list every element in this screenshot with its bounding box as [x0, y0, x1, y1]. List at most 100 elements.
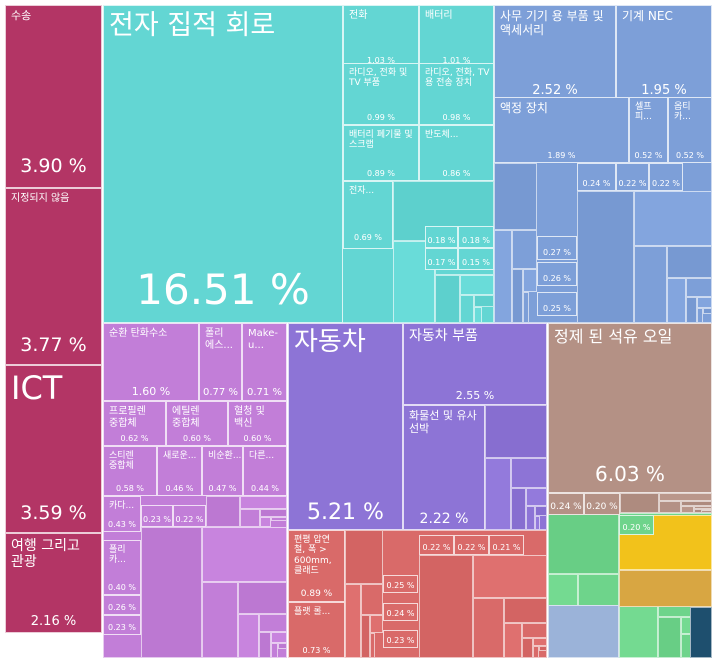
- treemap-tile[interactable]: 0.22 %: [616, 163, 649, 191]
- treemap-tile[interactable]: 배터리 1.01 %: [419, 5, 494, 68]
- tile-value: 0.21 %: [492, 543, 521, 552]
- tile-label: 새로운...: [163, 451, 197, 461]
- tile-label: 기계 NEC: [622, 9, 673, 23]
- treemap-tile[interactable]: 0.18 %: [458, 226, 494, 248]
- treemap-tile[interactable]: 0.23 %: [141, 505, 173, 527]
- treemap-tile[interactable]: 반도체... 0.86 %: [419, 125, 494, 181]
- tile-label: 폴리 에스...: [205, 328, 233, 351]
- treemap-tile[interactable]: 액정 장치 1.89 %: [494, 97, 629, 163]
- tile-value: 0.44 %: [251, 484, 279, 493]
- treemap-tile[interactable]: 수송 3.90 %: [5, 5, 102, 188]
- treemap-tile[interactable]: 혈청 및 백신 0.60 %: [228, 401, 287, 446]
- minor-tile: [634, 246, 667, 323]
- treemap-tile[interactable]: 사무 기기 용 부품 및 액세서리 2.52 %: [494, 5, 616, 102]
- tile-value: 0.60 %: [243, 434, 272, 443]
- minor-tile: [238, 614, 259, 658]
- treemap-tile[interactable]: 0.23 %: [383, 630, 418, 648]
- treemap-tile[interactable]: 새로운... 0.46 %: [157, 446, 202, 496]
- minor-tile: [658, 617, 681, 658]
- treemap-tile[interactable]: 옵티 카... 0.52 %: [668, 97, 712, 163]
- tile-value: 0.18 %: [462, 236, 490, 245]
- tile-label: 폴리 카...: [109, 545, 126, 566]
- treemap-tile[interactable]: 0.24 %: [577, 163, 616, 191]
- tile-value: 0.24 %: [582, 179, 611, 188]
- treemap-tile[interactable]: Make-u... 0.71 %: [242, 323, 287, 401]
- treemap-tile[interactable]: 폴리 카... 0.40 %: [103, 540, 141, 595]
- tile-label: 배터리 폐기물 및 스크랩: [349, 130, 413, 151]
- treemap-tile[interactable]: 0.21 %: [489, 535, 524, 555]
- tile-value: 3.77 %: [20, 334, 87, 356]
- treemap-tile[interactable]: 0.27 %: [537, 236, 577, 260]
- treemap-tile[interactable]: 0.25 %: [383, 575, 418, 593]
- treemap-tile[interactable]: 셀프 피... 0.52 %: [629, 97, 668, 163]
- treemap-tile[interactable]: 지정되지 않음 3.77 %: [5, 188, 102, 365]
- tile-value: 0.20 %: [622, 523, 651, 532]
- minor-tile: [473, 555, 547, 598]
- treemap-tile[interactable]: 다른... 0.44 %: [243, 446, 287, 496]
- treemap-tile[interactable]: 플랫 롤... 0.73 %: [288, 602, 345, 658]
- treemap-tile[interactable]: 화물선 및 유사 선박 2.22 %: [403, 405, 485, 530]
- tile-label: 수송: [11, 9, 32, 22]
- minor-tile: [259, 632, 271, 658]
- minor-tile: [548, 513, 619, 574]
- tile-value: 16.51 %: [136, 265, 310, 314]
- treemap-tile[interactable]: 순환 탄화수소 1.60 %: [103, 323, 199, 401]
- treemap-tile[interactable]: 자동차 부품 2.55 %: [403, 323, 547, 405]
- treemap-tile[interactable]: 배터리 폐기물 및 스크랩 0.89 %: [343, 125, 419, 181]
- tile-value: 0.25 %: [386, 581, 415, 590]
- treemap-tile[interactable]: 0.22 %: [173, 505, 206, 527]
- treemap-tile[interactable]: 0.24 %: [548, 493, 584, 515]
- tile-value: 1.03 %: [367, 56, 395, 65]
- tile-value: 0.43 %: [108, 520, 136, 529]
- treemap-tile[interactable]: 편평 압연 철, 폭 > 600mm, 클래드 0.89 %: [288, 530, 345, 602]
- tile-value: 0.24 %: [550, 502, 582, 512]
- treemap-tile[interactable]: 0.22 %: [649, 163, 683, 191]
- minor-tile: [620, 493, 659, 513]
- minor-tile: [260, 509, 287, 517]
- treemap-tile[interactable]: 에틸렌 중합체 0.60 %: [166, 401, 228, 446]
- treemap-tile[interactable]: 0.26 %: [103, 595, 141, 615]
- minor-tile: [535, 516, 540, 530]
- tile-value: 0.26 %: [108, 603, 136, 612]
- treemap-tile[interactable]: 라디오, 전화, TV 용 전송 장치 0.98 %: [419, 63, 494, 125]
- treemap-tile[interactable]: 0.18 %: [425, 226, 458, 248]
- tile-label: 액정 장치: [500, 101, 548, 115]
- treemap-tile[interactable]: 전자 집적 회로 16.51 %: [103, 5, 343, 323]
- treemap-tile[interactable]: 0.22 %: [454, 535, 489, 555]
- treemap-tile[interactable]: 비순환... 0.47 %: [202, 446, 243, 496]
- treemap-tile[interactable]: 0.25 %: [537, 292, 577, 316]
- treemap-tile[interactable]: 전화 1.03 %: [343, 5, 419, 68]
- treemap-tile[interactable]: 자동차 5.21 %: [288, 323, 403, 530]
- treemap-tile[interactable]: 0.26 %: [537, 262, 577, 286]
- tile-label: 지정되지 않음: [11, 193, 70, 204]
- treemap-tile[interactable]: 카다... 0.43 %: [103, 496, 141, 532]
- minor-tile: [512, 269, 523, 323]
- treemap-tile[interactable]: 전자... 0.69 %: [343, 181, 393, 249]
- treemap-tile[interactable]: 0.23 %: [103, 615, 141, 635]
- treemap-tile[interactable]: 0.15 %: [458, 248, 494, 270]
- treemap-tile[interactable]: 폴리 에스... 0.77 %: [199, 323, 242, 401]
- treemap-tile[interactable]: 프로필렌 중합체 0.62 %: [103, 401, 166, 446]
- tile-label: 반도체...: [425, 130, 459, 140]
- tile-value: 5.21 %: [307, 500, 384, 525]
- minor-tile: [523, 292, 529, 323]
- treemap-tile[interactable]: 여행 그리고 관광 2.16 %: [5, 533, 102, 633]
- treemap-tile[interactable]: 0.24 %: [383, 603, 418, 621]
- treemap-tile[interactable]: 0.20 %: [584, 493, 620, 515]
- tile-label: 전자 집적 회로: [109, 10, 276, 41]
- tile-value: 0.22 %: [652, 179, 680, 188]
- treemap-tile[interactable]: 라디오, 전화 및 TV 부품 0.99 %: [343, 63, 419, 125]
- treemap-tile[interactable]: 스티렌 중합체 0.58 %: [103, 446, 157, 496]
- treemap-tile[interactable]: 0.22 %: [419, 535, 454, 555]
- treemap-tile[interactable]: 0.17 %: [425, 248, 458, 270]
- treemap-tile[interactable]: 정제 된 석유 오일 6.03 %: [548, 323, 712, 493]
- tile-label: 옵티 카...: [674, 102, 691, 123]
- tile-value: 0.86 %: [442, 169, 471, 178]
- minor-tile: [511, 488, 526, 530]
- minor-tile: [667, 246, 712, 278]
- minor-tile: [494, 230, 512, 323]
- tile-label: 전화: [349, 10, 368, 21]
- treemap-tile[interactable]: ICT 3.59 %: [5, 365, 102, 533]
- treemap-tile[interactable]: 0.20 %: [619, 515, 654, 535]
- treemap-tile[interactable]: 기계 NEC 1.95 %: [616, 5, 712, 102]
